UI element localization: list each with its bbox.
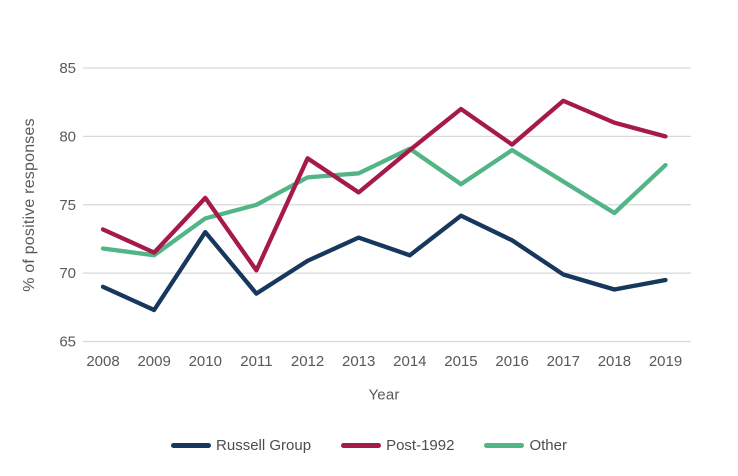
y-axis-title: % of positive responses: [21, 118, 38, 292]
x-tick-label-2016: 2016: [495, 353, 528, 370]
legend-item-russell-group: Russell Group: [171, 437, 311, 454]
series-line-russell-group: [100, 213, 668, 313]
y-tick-label-75: 75: [59, 197, 76, 214]
x-tick-label-2010: 2010: [189, 353, 222, 370]
legend-item-other: Other: [484, 437, 567, 454]
y-tick-label-65: 65: [59, 334, 76, 351]
legend: Russell Group Post-1992 Other: [0, 437, 738, 454]
x-tick-label-2018: 2018: [598, 353, 631, 370]
x-axis-tick-labels: 2008 2009 2010 2011 2012 2013 2014 2015 2016 2017…: [86, 353, 682, 370]
legend-label-other: Other: [529, 437, 567, 454]
x-tick-label-2013: 2013: [342, 353, 375, 370]
series-lines: [100, 98, 668, 313]
other-line-swatch: [484, 443, 525, 448]
x-tick-label-2008: 2008: [86, 353, 119, 370]
series-line-other: [100, 146, 668, 258]
y-axis-tick-labels: 65 70 75 80 85: [59, 60, 76, 351]
x-axis-title: Year: [368, 386, 400, 404]
gridlines: [83, 67, 691, 343]
x-tick-label-2011: 2011: [240, 353, 272, 370]
x-tick-label-2017: 2017: [547, 353, 580, 370]
x-tick-label-2012: 2012: [291, 353, 324, 370]
y-tick-label-70: 70: [59, 265, 76, 282]
x-tick-label-2015: 2015: [444, 353, 477, 370]
x-tick-label-2009: 2009: [137, 353, 170, 370]
series-line-post-1992: [100, 98, 668, 273]
y-tick-label-80: 80: [59, 128, 76, 145]
post-1992-line-swatch: [341, 443, 382, 448]
legend-label-post-1992: Post-1992: [386, 437, 455, 454]
russell-group-line-swatch: [171, 443, 212, 448]
x-tick-label-2014: 2014: [393, 353, 426, 370]
legend-label-russell-group: Russell Group: [216, 437, 312, 454]
y-tick-label-85: 85: [59, 60, 76, 77]
legend-item-post-1992: Post-1992: [341, 437, 454, 454]
x-tick-label-2019: 2019: [649, 353, 682, 370]
